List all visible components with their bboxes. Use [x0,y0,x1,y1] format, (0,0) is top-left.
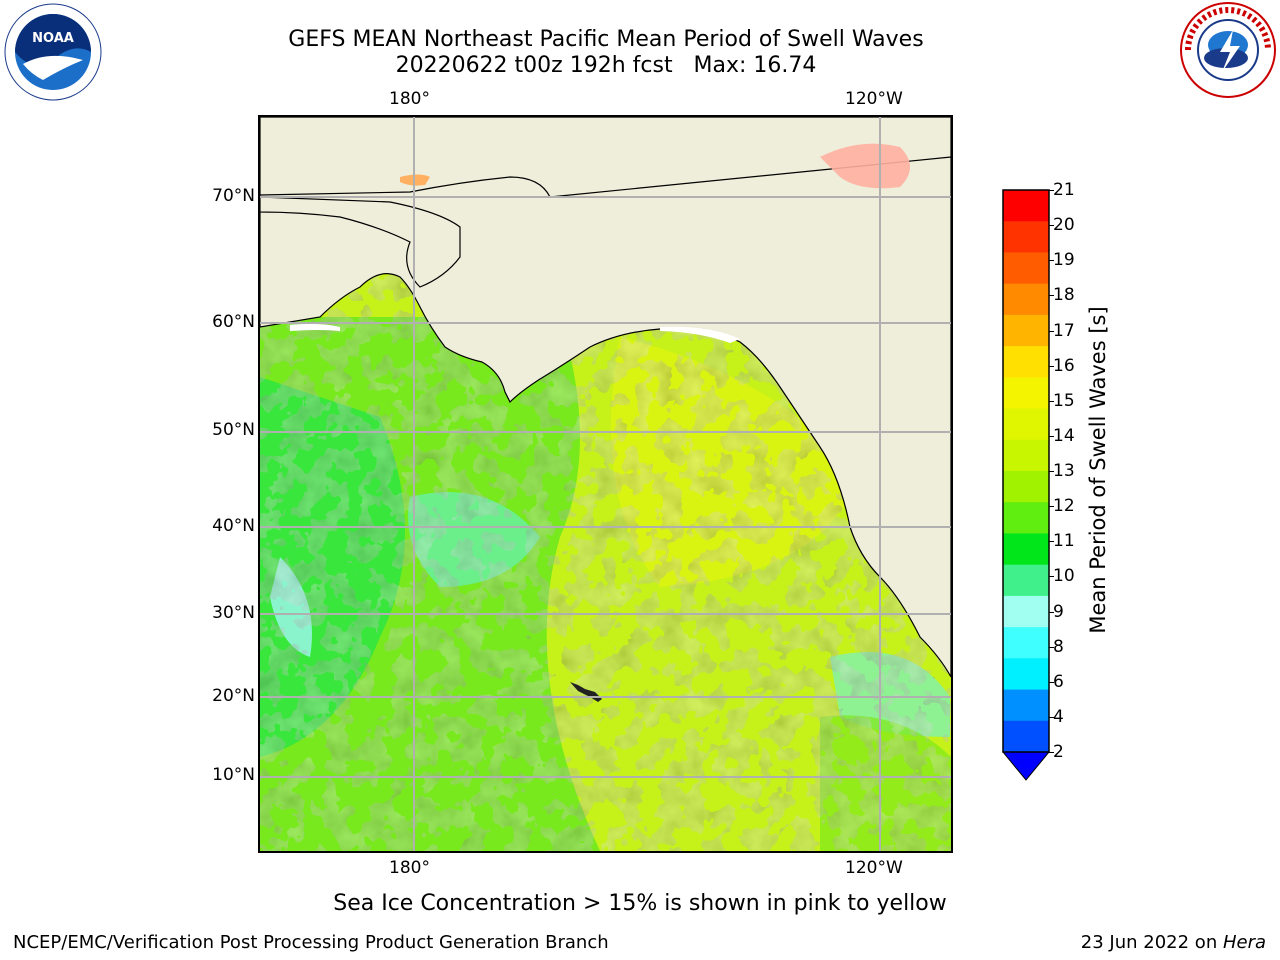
colorbar-tick-mark [1049,646,1054,648]
colorbar-tick-mark [1049,365,1054,367]
colorbar-tick-label: 9 [1053,601,1064,622]
lon-label-bottom-180: 180° [389,858,430,878]
colorbar-block [1003,595,1049,628]
footer-date: 23 Jun 2022 on Hera [1081,932,1266,953]
colorbar-tick-mark [1049,716,1054,718]
colorbar-tick-label: 4 [1053,706,1064,727]
colorbar-tick-mark [1049,541,1054,543]
colorbar-tick-label: 12 [1053,496,1075,517]
colorbar-extend-arrow [1001,751,1051,781]
sea-ice-note: Sea Ice Concentration > 15% is shown in … [0,891,1280,916]
colorbar-block [1003,252,1049,285]
noaa-logo: NOAA [4,3,102,101]
colorbar-block [1003,627,1049,659]
colorbar-tick-label: 6 [1053,671,1064,692]
colorbar-block [1003,689,1049,722]
colorbar-block [1003,471,1049,503]
colorbar-tick-mark [1049,576,1054,578]
svg-text:NOAA: NOAA [32,31,74,46]
coast-missing-1 [290,323,340,331]
colorbar-block [1003,533,1049,566]
colorbar-block [1003,221,1049,253]
chart-title: GEFS MEAN Northeast Pacific Mean Period … [288,27,924,52]
colorbar-block [1003,502,1049,534]
colorbar-label: Mean Period of Swell Waves [s] [1086,306,1110,634]
colorbar-blocks [1003,190,1049,753]
colorbar-block [1003,564,1049,597]
lon-label-bottom-120w: 120°W [845,858,903,878]
lat-label-50n: 50°N [212,420,255,440]
sea-ice-note-text: Sea Ice Concentration > 15% is shown in … [333,891,947,916]
lat-label-10n: 10°N [212,765,255,785]
colorbar-tick-label: 13 [1053,461,1075,481]
swell-period-field [260,117,951,851]
colorbar-tick-mark [1049,471,1054,472]
lat-label-40n: 40°N [212,516,255,536]
colorbar-tick-mark [1049,681,1054,683]
colorbar-tick-label: 20 [1053,215,1075,236]
colorbar-tick-mark [1049,611,1054,613]
colorbar [1001,189,1051,781]
colorbar-block [1003,314,1049,347]
colorbar-tick-mark [1049,190,1054,191]
arctic-coast [260,117,951,198]
lon-label-top-180: 180° [389,89,430,109]
colorbar-tick-mark [1049,330,1054,332]
ice-arctic-1 [820,143,910,189]
graticule [260,117,951,851]
chukotka [260,196,461,288]
colorbar-tick-mark [1049,225,1054,227]
colorbar-block [1003,346,1049,378]
lat-label-70n: 70°N [212,186,255,206]
colorbar-block [1003,190,1049,222]
colorbar-tick-mark [1049,435,1054,437]
colorbar-tick-mark [1049,260,1054,262]
colorbar-tick-label: 2 [1053,742,1064,762]
footer-host: Hera [1222,932,1266,953]
colorbar-tick-label: 15 [1053,390,1075,411]
coast-missing-2 [660,326,740,343]
lat-label-30n: 30°N [212,603,255,623]
colorbar-tick-label: 19 [1053,250,1075,271]
colorbar-tick-mark [1049,752,1054,753]
colorbar-block [1003,439,1049,472]
colorbar-tick-label: 18 [1053,285,1075,306]
colorbar-block [1003,658,1049,691]
colorbar-tick-label: 14 [1053,425,1075,446]
colorbar-tick-label: 17 [1053,320,1075,341]
colorbar-block [1003,283,1049,316]
chart-subtitle: 20220622 t00z 192h fcst Max: 16.74 [395,53,817,78]
colorbar-tick-label: 16 [1053,355,1075,376]
colorbar-tick-label: 21 [1053,180,1075,200]
colorbar-tick-mark [1049,506,1054,508]
footer-credit: NCEP/EMC/Verification Post Processing Pr… [13,932,609,953]
lat-label-20n: 20°N [212,686,255,706]
lon-label-top-120w: 120°W [845,89,903,109]
colorbar-tick-mark [1049,295,1054,297]
map-panel [258,115,953,853]
colorbar-tick-mark [1049,400,1054,402]
lat-label-60n: 60°N [212,312,255,332]
footer-date-text: 23 Jun 2022 on [1080,932,1223,953]
colorbar-block [1003,377,1049,410]
colorbar-block [1003,408,1049,441]
colorbar-tick-label: 11 [1053,531,1075,552]
nws-logo [1180,2,1276,98]
colorbar-tick-label: 8 [1053,636,1064,657]
colorbar-tick-label: 10 [1053,566,1075,587]
colorbar-block [1003,720,1049,753]
